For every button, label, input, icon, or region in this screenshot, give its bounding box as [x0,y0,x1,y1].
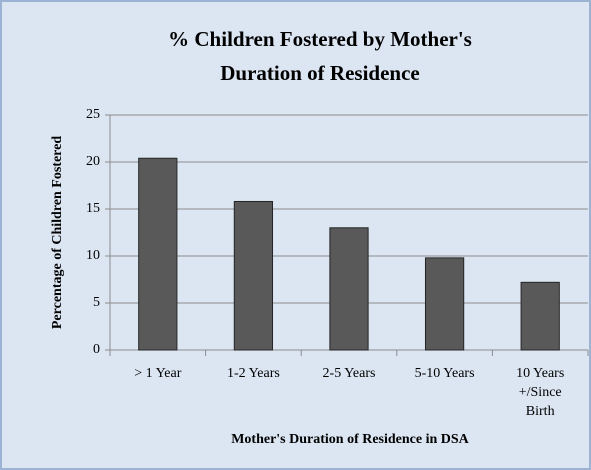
x-tick-label: 5-10 Years [414,366,475,381]
bar [424,257,465,351]
chart-title: % Children Fostered by Mother's Duration… [168,27,472,85]
bar [520,281,560,351]
y-tick-label: 25 [86,107,100,122]
bar [138,157,178,351]
bar [329,227,369,351]
x-tick-label: > 1 Year [134,366,182,381]
y-tick-label: 0 [93,342,100,357]
x-axis-label: Mother's Duration of Residence in DSA [231,432,469,447]
y-tick-label: 5 [93,295,100,310]
y-tick-label: 15 [86,201,100,216]
x-tick-label: 1-2 Years [226,366,280,381]
bar [233,200,274,351]
y-axis-label: Percentage of Children Fostered [50,136,65,329]
x-tick-label: 2-5 Years [322,366,376,381]
y-tick-label: 20 [86,154,100,169]
y-tick-label: 10 [86,248,100,263]
x-tick-label: 10 Years +/Since Birth [516,366,565,419]
